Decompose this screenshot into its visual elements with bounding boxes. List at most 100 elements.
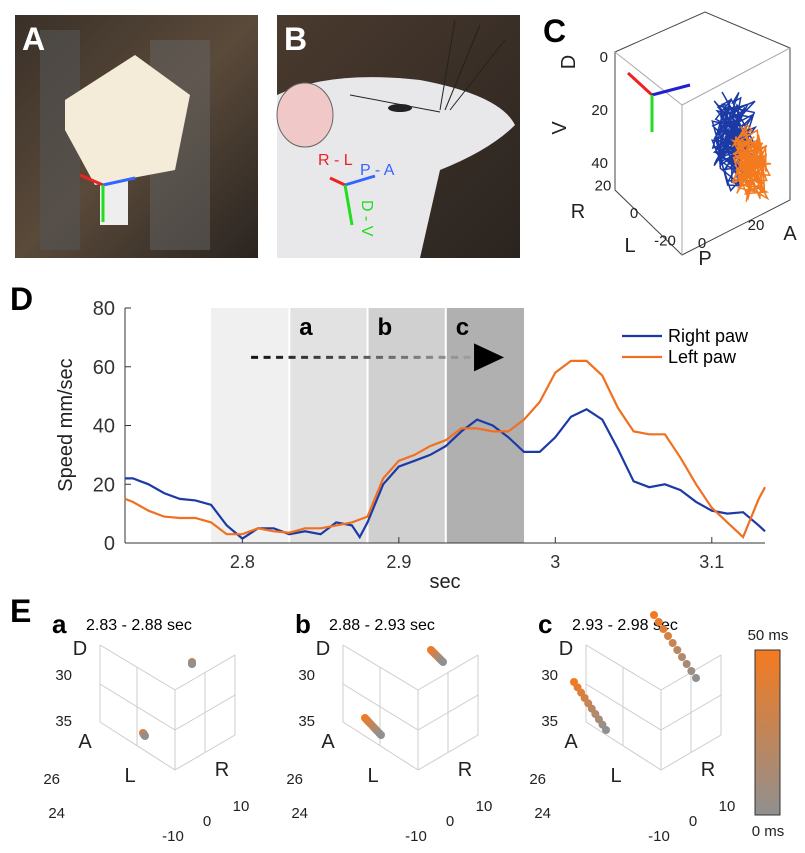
window-label: c — [456, 314, 469, 341]
plot-letter: b — [295, 609, 311, 639]
tick-label: 0 — [630, 205, 638, 222]
axis-label: V — [549, 121, 571, 135]
tick-label: 30 — [298, 667, 315, 684]
axis-label: D — [559, 638, 573, 660]
tick-label: 26 — [43, 771, 60, 788]
axis-label: P - A — [360, 162, 395, 179]
axis-label: R - L — [318, 152, 353, 169]
time-window — [289, 308, 368, 543]
y-tick-label: 60 — [93, 357, 115, 379]
grid-3d — [417, 734, 479, 771]
axis-label: R — [701, 759, 715, 781]
tick-label: 24 — [48, 805, 65, 822]
tick-label: 35 — [298, 713, 315, 730]
colorbar-label: 0 ms — [752, 823, 785, 840]
trajectory-dot — [659, 625, 668, 633]
x-tick-label: 3.1 — [699, 552, 724, 572]
axis-label: L — [610, 765, 621, 787]
arrowhead — [474, 343, 505, 372]
tick-label: 30 — [541, 667, 558, 684]
trajectory-dot — [678, 653, 686, 661]
tick-label: 24 — [291, 805, 308, 822]
plot-range: 2.93 - 2.98 sec — [572, 617, 678, 634]
colorbar — [754, 649, 781, 816]
axis-arrow — [79, 173, 104, 187]
tick-label: 20 — [595, 177, 612, 194]
axis-arrow — [344, 174, 376, 187]
axis-label: P — [698, 248, 711, 270]
y-tick-label: 0 — [104, 533, 115, 555]
photo-block — [65, 55, 190, 185]
x-tick-label: 3 — [550, 552, 560, 572]
panel-label: D — [10, 281, 33, 317]
y-tick-label: 20 — [93, 474, 115, 496]
y-tick-label: 40 — [93, 416, 115, 438]
tick-label: 30 — [55, 667, 72, 684]
trajectory-dot — [650, 611, 658, 619]
mouse-eye — [388, 104, 412, 112]
panel-label: C — [543, 13, 566, 49]
axis-label: A — [564, 731, 578, 753]
axis-label: A — [321, 731, 335, 753]
trajectory-dot — [377, 731, 385, 739]
cube — [614, 11, 791, 256]
mouse-body — [277, 77, 515, 258]
axis-arrow — [651, 83, 691, 97]
trajectory-dot — [654, 618, 663, 626]
axis-label: L — [624, 235, 635, 257]
panel-label: B — [284, 21, 307, 57]
trajectory-dot — [687, 667, 696, 675]
tick-label: 26 — [286, 771, 303, 788]
mouse-ear — [276, 82, 334, 148]
tick-label: -10 — [648, 828, 670, 845]
grid-3d — [660, 734, 722, 771]
window-label: a — [299, 314, 313, 341]
axis-arrow — [343, 184, 354, 226]
axis-label: R — [215, 759, 229, 781]
y-tick-label: 80 — [93, 298, 115, 320]
axis-label: D — [316, 638, 330, 660]
time-window — [367, 308, 446, 543]
trajectory-dot — [692, 674, 700, 682]
legend-label: Right paw — [668, 326, 749, 346]
tick-label: 10 — [476, 798, 493, 815]
trajectory-dot — [673, 646, 682, 654]
tick-label: 0 — [698, 235, 706, 252]
legend-label: Left paw — [668, 347, 737, 367]
plot-letter: c — [538, 609, 552, 639]
tick-label: 0 — [203, 813, 211, 830]
time-window — [211, 308, 290, 543]
tick-label: 0 — [600, 49, 608, 66]
tick-label: -10 — [162, 828, 184, 845]
plot-range: 2.83 - 2.88 sec — [86, 617, 192, 634]
tick-label: 10 — [233, 798, 250, 815]
series-line — [124, 359, 766, 539]
tick-label: 24 — [534, 805, 551, 822]
axis-label: A — [783, 223, 797, 245]
trajectory-dot — [602, 726, 610, 734]
trajectory — [730, 124, 772, 202]
x-tick-label: 2.8 — [230, 552, 255, 572]
tick-label: 40 — [591, 155, 608, 172]
plot-range: 2.88 - 2.93 sec — [329, 617, 435, 634]
tick-label: 10 — [719, 798, 736, 815]
tick-label: 0 — [689, 813, 697, 830]
tick-label: -10 — [405, 828, 427, 845]
grid-3d — [174, 654, 236, 691]
tick-label: 35 — [55, 713, 72, 730]
whiskers — [349, 19, 506, 113]
tick-label: 20 — [748, 217, 765, 234]
axis-arrow — [329, 176, 346, 187]
x-tick-label: 2.9 — [386, 552, 411, 572]
trajectory-dot — [439, 658, 447, 666]
photo-post — [100, 180, 128, 225]
series-line — [125, 408, 766, 540]
y-axis-title: Speed mm/sec — [55, 358, 77, 491]
window-label: b — [378, 314, 393, 341]
colorbar-label: 50 ms — [748, 627, 789, 644]
tick-label: 20 — [591, 102, 608, 119]
axis-label: R — [458, 759, 472, 781]
axis-label: D - V — [358, 200, 375, 237]
trajectory-dot — [664, 632, 672, 640]
